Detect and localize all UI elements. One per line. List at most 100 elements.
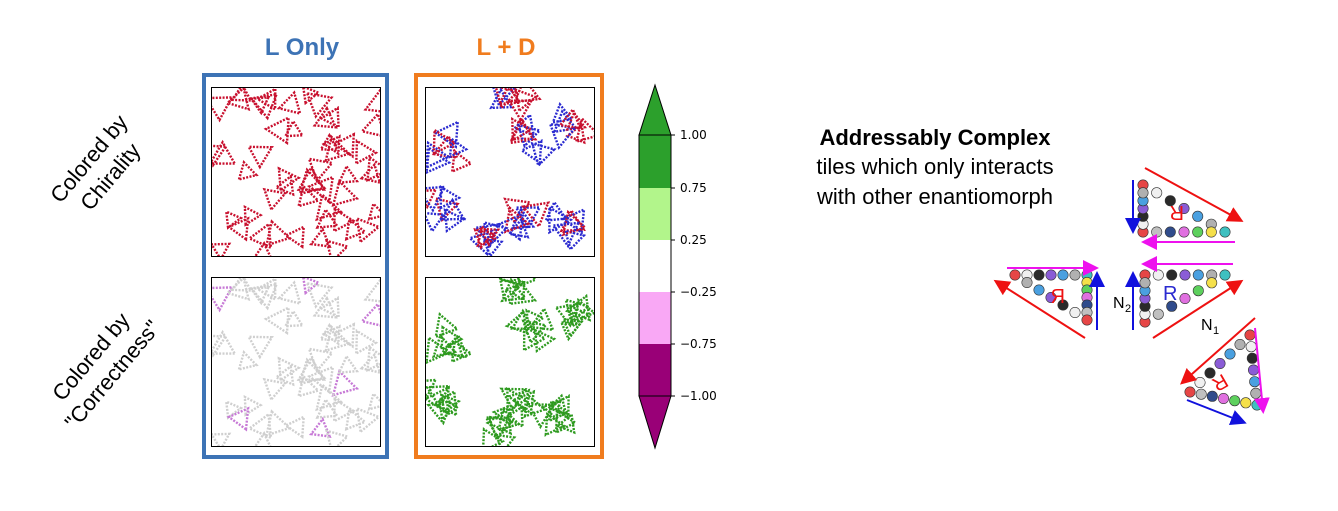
colorbar-tick-4: −0.25 bbox=[680, 285, 717, 299]
tile-bead bbox=[1045, 269, 1057, 281]
frame-l-plus-d bbox=[414, 73, 604, 459]
tile-left-letter: R bbox=[1051, 286, 1065, 308]
tile-bead bbox=[1164, 226, 1176, 238]
tile-triangle bbox=[212, 286, 234, 313]
colorbar-band-mid bbox=[639, 240, 671, 292]
colorbar bbox=[638, 83, 675, 450]
tile-triangle bbox=[318, 105, 340, 130]
tile-triangle bbox=[450, 149, 474, 174]
tile-triangle bbox=[332, 207, 356, 234]
tile-bead bbox=[1166, 300, 1178, 312]
description-line2: with other enantiomorph bbox=[816, 184, 1054, 209]
tile-triangle bbox=[503, 197, 532, 225]
tile-triangle bbox=[226, 216, 250, 242]
tile-triangle bbox=[548, 205, 574, 235]
tile-triangle bbox=[318, 132, 340, 151]
tile-top-letter: R bbox=[1170, 201, 1184, 223]
tile-bead bbox=[1057, 269, 1069, 281]
tile-bead bbox=[1218, 393, 1230, 405]
tile-triangle bbox=[302, 278, 321, 296]
tile-triangle bbox=[555, 412, 576, 435]
tile-triangle bbox=[473, 228, 496, 250]
tile-triangle bbox=[247, 222, 273, 250]
tile-bead bbox=[1081, 314, 1093, 326]
tile-triangle bbox=[337, 164, 360, 185]
tile-bead bbox=[1240, 397, 1252, 409]
tile-triangle bbox=[355, 216, 380, 244]
tile-triangle bbox=[523, 393, 547, 419]
tile-triangle bbox=[554, 409, 578, 435]
colorbar-band-lower bbox=[639, 292, 671, 344]
tile-triangle bbox=[533, 328, 557, 353]
tile-bead bbox=[1184, 386, 1196, 398]
tile-triangle bbox=[540, 399, 562, 421]
tile-triangle bbox=[212, 96, 234, 123]
tile-triangle bbox=[307, 365, 335, 395]
tile-triangle bbox=[478, 227, 501, 247]
tile-triangle bbox=[344, 217, 368, 241]
tile-triangle bbox=[448, 136, 469, 159]
panel-l-only-chirality bbox=[211, 87, 381, 257]
tile-triangle bbox=[519, 139, 543, 165]
tile-triangle bbox=[298, 357, 327, 386]
tile-triangle bbox=[312, 295, 338, 319]
tile-triangle bbox=[331, 369, 360, 397]
tile-triangle bbox=[366, 345, 380, 372]
tile-bead bbox=[1206, 390, 1218, 402]
tile-triangle bbox=[526, 402, 557, 430]
tile-triangle bbox=[426, 145, 452, 175]
tile-triangle bbox=[262, 187, 288, 212]
tile-triangle bbox=[439, 393, 461, 416]
tile-triangle bbox=[247, 412, 273, 440]
tile-triangle bbox=[263, 115, 290, 146]
tile-triangle bbox=[283, 414, 306, 439]
tile-bead bbox=[1205, 226, 1217, 238]
tile-triangle bbox=[359, 162, 380, 184]
tile-triangle bbox=[359, 352, 380, 374]
tile-triangle bbox=[500, 278, 527, 303]
tile-bead bbox=[1206, 277, 1218, 289]
tile-triangle bbox=[344, 407, 368, 431]
tile-triangle bbox=[276, 90, 302, 116]
tile-triangle bbox=[237, 349, 259, 372]
tile-bead bbox=[1219, 269, 1231, 281]
tile-bead bbox=[1166, 269, 1178, 281]
tile-triangle bbox=[237, 159, 259, 182]
tile-triangle bbox=[433, 120, 460, 149]
colorbar-band-top bbox=[639, 135, 671, 188]
tile-triangle bbox=[522, 324, 548, 353]
tile-triangle bbox=[367, 391, 380, 411]
tile-bead bbox=[1069, 307, 1081, 319]
tile-triangle bbox=[324, 429, 350, 446]
tile-triangle bbox=[511, 278, 538, 290]
tile-triangle bbox=[559, 321, 582, 342]
tile-bead bbox=[1214, 358, 1226, 370]
tile-triangle bbox=[331, 322, 356, 349]
tile-triangle bbox=[481, 237, 504, 256]
frame-l-only bbox=[202, 73, 389, 459]
tile-triangle bbox=[224, 209, 244, 230]
label-n2-sub: 2 bbox=[1125, 303, 1131, 315]
tile-triangle bbox=[283, 308, 305, 328]
tile-triangle bbox=[514, 206, 542, 231]
tile-bead bbox=[1137, 187, 1149, 199]
tile-triangle bbox=[439, 185, 462, 211]
tile-triangle bbox=[318, 322, 340, 341]
panel-l-plus-d-chirality bbox=[425, 87, 595, 257]
tile-bead bbox=[1179, 269, 1191, 281]
tile-triangle bbox=[363, 278, 380, 303]
tile-triangle bbox=[474, 222, 501, 248]
tile-bead bbox=[1192, 269, 1204, 281]
tile-triangle bbox=[426, 385, 450, 416]
tile-triangle bbox=[511, 117, 534, 143]
tile-triangle bbox=[530, 141, 557, 168]
tile-triangle bbox=[324, 239, 350, 256]
tile-triangle bbox=[332, 397, 356, 424]
tile-bead bbox=[1139, 277, 1151, 289]
tile-schematic: R R N 2 R N 1 R bbox=[993, 167, 1270, 426]
tile-bead bbox=[1178, 226, 1190, 238]
tile-triangle bbox=[230, 88, 253, 102]
tile-triangle bbox=[312, 105, 338, 129]
colorbar-tick-5: −0.75 bbox=[680, 337, 717, 351]
tile-triangle bbox=[212, 334, 228, 358]
